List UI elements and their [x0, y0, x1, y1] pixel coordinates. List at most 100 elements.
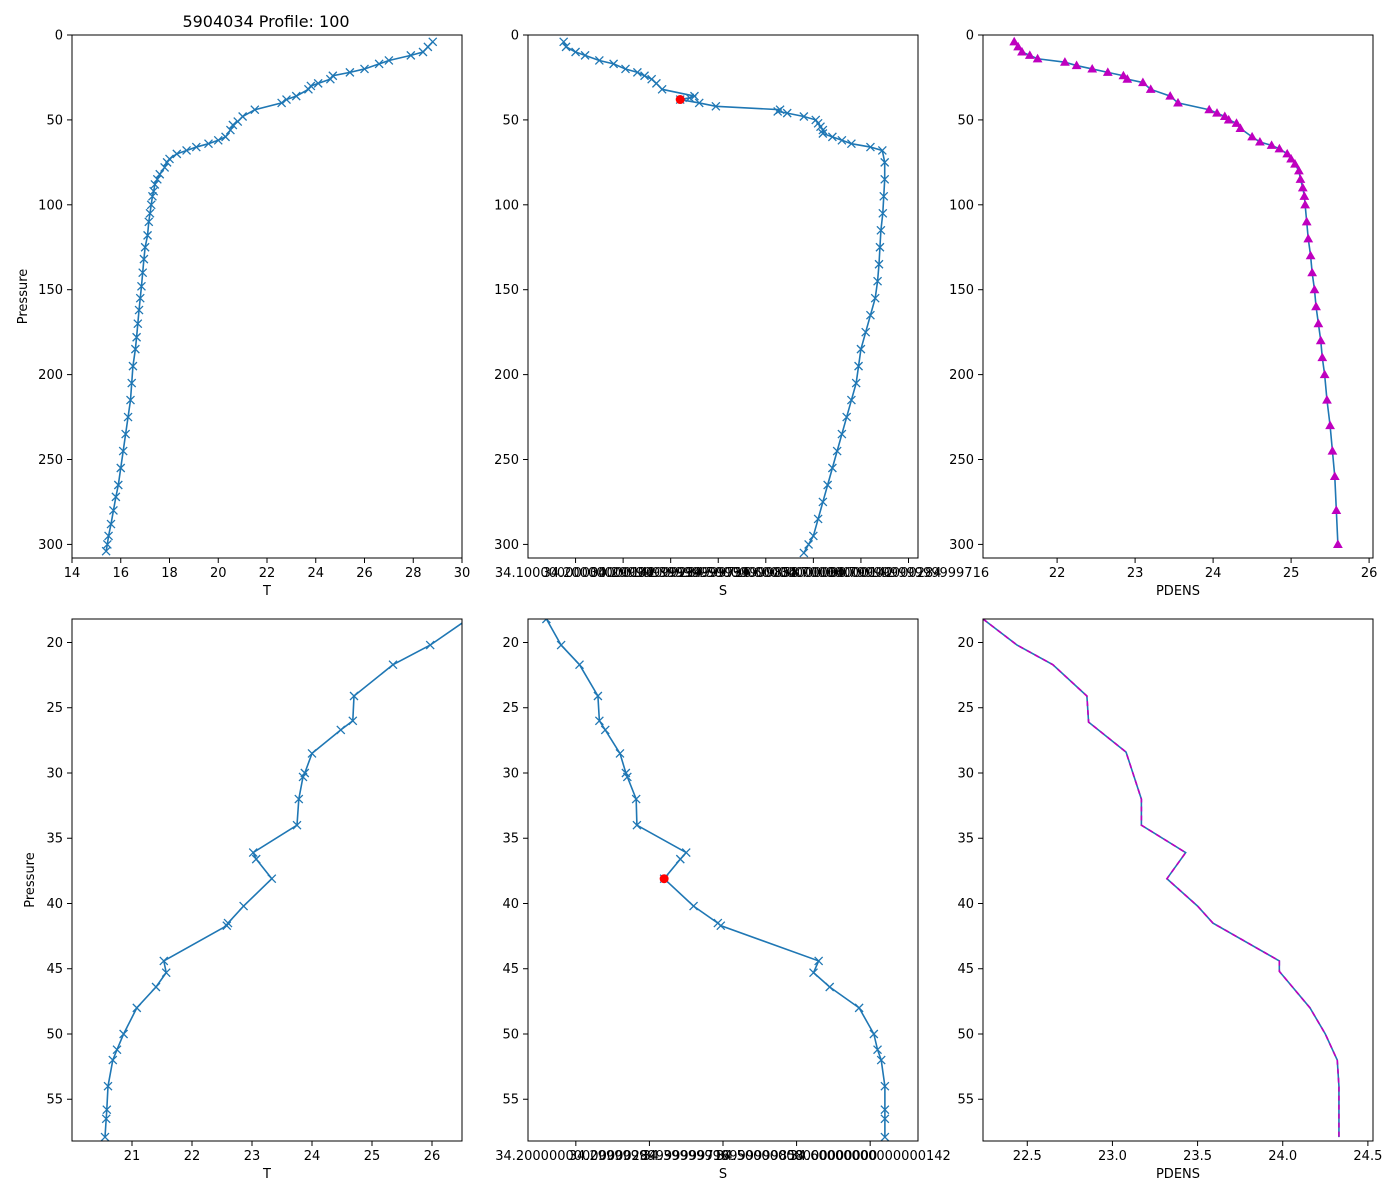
data-point	[621, 64, 630, 74]
y-tick-label: 0	[511, 29, 519, 44]
y-tick-label: 50	[46, 113, 63, 128]
y-tick-label: 300	[949, 538, 974, 553]
data-point	[1307, 267, 1318, 277]
data-point	[325, 74, 335, 84]
data-point	[251, 854, 261, 864]
data-point	[425, 640, 435, 650]
data-point	[1219, 111, 1230, 121]
y-tick-label: 150	[949, 283, 974, 298]
data-point	[804, 539, 814, 549]
highlight-point	[659, 874, 669, 884]
y-tick-label: 50	[957, 113, 974, 128]
y-tick-label: 200	[38, 368, 63, 383]
y-tick-label: 40	[502, 897, 519, 912]
y-tick-label: 30	[502, 766, 519, 781]
y-tick-label: 50	[957, 1027, 974, 1042]
data-point	[1329, 471, 1340, 481]
axes-frame	[527, 34, 919, 559]
y-tick-label: 45	[46, 962, 63, 977]
data-point	[880, 1081, 890, 1091]
data-point	[716, 921, 726, 931]
axes-frame	[982, 618, 1374, 1142]
data-point	[1327, 446, 1338, 455]
data-point	[832, 446, 842, 456]
data-point	[1290, 159, 1300, 168]
data-point	[123, 412, 133, 422]
data-point	[825, 982, 835, 992]
data-point	[1165, 91, 1176, 100]
data-point	[878, 208, 888, 218]
data-point	[348, 716, 358, 726]
data-point	[1032, 53, 1043, 63]
y-tick-label: 300	[494, 538, 519, 553]
data-point	[657, 84, 667, 94]
data-point	[818, 129, 828, 138]
data-point	[151, 982, 161, 992]
data-point	[126, 395, 135, 405]
data-point	[600, 725, 610, 735]
data-point	[877, 146, 887, 155]
x-tick-label: 34.79999999999999716	[828, 566, 989, 581]
data-point	[140, 242, 150, 252]
data-point	[349, 691, 359, 701]
data-point	[213, 135, 223, 145]
data-point	[222, 921, 232, 931]
data-point	[1315, 335, 1326, 345]
data-point	[873, 1045, 882, 1055]
data-point	[149, 186, 159, 196]
x-tick-label: 34.39999999999999858	[642, 1149, 803, 1164]
data-point	[102, 539, 112, 549]
y-tick-label: 25	[957, 701, 974, 716]
data-point	[541, 619, 551, 624]
y-tick-label: 100	[38, 198, 63, 213]
data-point	[689, 901, 699, 911]
data-point	[876, 225, 886, 235]
data-point	[294, 794, 304, 804]
data-point	[298, 772, 308, 782]
data-point	[632, 820, 642, 830]
data-point	[221, 132, 231, 142]
data-point	[147, 191, 157, 201]
series-dashed-line-pdens	[983, 619, 1340, 1138]
data-point	[818, 125, 828, 135]
y-tick-label: 55	[502, 1093, 519, 1108]
data-point	[1274, 143, 1285, 153]
data-point	[191, 142, 201, 152]
x-tick-label: 34.29999999999999716	[590, 566, 751, 581]
x-tick-label: 34.70000000000000284	[780, 566, 941, 581]
data-point	[118, 446, 128, 456]
data-point	[880, 174, 890, 184]
data-point	[1299, 191, 1310, 200]
data-point	[876, 1055, 886, 1065]
data-point	[782, 108, 792, 118]
data-point	[121, 429, 131, 439]
x-tick-label: 24	[304, 1149, 321, 1164]
data-point	[1235, 123, 1246, 132]
y-tick-label: 300	[38, 538, 63, 553]
data-point	[388, 660, 398, 670]
plot-area	[983, 619, 1340, 1138]
data-point	[145, 208, 155, 218]
data-point	[865, 310, 875, 320]
data-point	[113, 480, 123, 490]
plot-area	[1009, 36, 1343, 548]
data-point	[809, 968, 818, 978]
subplot-s_full: 34.1000000000000014234.20000000000000284…	[494, 29, 989, 600]
data-point	[291, 91, 301, 101]
data-point	[837, 429, 847, 439]
data-point	[336, 725, 346, 735]
x-tick-label: 23	[244, 1149, 261, 1164]
x-axis-label: S	[719, 584, 727, 599]
data-point	[580, 50, 590, 60]
x-tick-label: 20	[210, 566, 227, 581]
data-point	[128, 361, 138, 371]
x-tick-label: 26	[424, 1149, 441, 1164]
data-point	[559, 37, 569, 47]
subplot-t_full: 14 16 18 20 22 24 26 28 30050100150200250300TPre…	[16, 29, 470, 600]
y-tick-label: 30	[46, 766, 63, 781]
data-point	[111, 492, 121, 502]
y-tick-label: 50	[502, 1027, 519, 1042]
data-point	[155, 169, 165, 179]
data-point	[100, 1132, 110, 1141]
data-point	[869, 1029, 879, 1039]
